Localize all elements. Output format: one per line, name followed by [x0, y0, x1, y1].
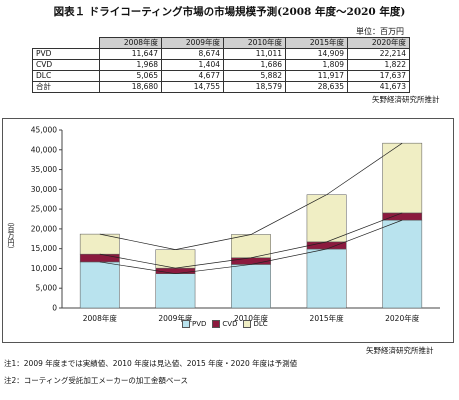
x-tick-label: 2015年度 — [310, 313, 345, 323]
unit-label: 単位：百万円 — [356, 27, 404, 36]
y-tick-label: 5,000 — [36, 284, 58, 293]
row-label: 合計 — [32, 81, 100, 93]
bar-dlc — [231, 234, 271, 259]
bar-pvd — [79, 261, 120, 309]
legend-item-dlc: DLC — [243, 320, 268, 328]
legend-label: CVD — [222, 320, 238, 328]
figure-title: 図表１ ドライコーティング市場の市場規模予測(2008 年度～2020 年度) — [53, 6, 406, 18]
legend-label: PVD — [192, 320, 207, 328]
table-cell: 41,673 — [347, 81, 410, 93]
bar-pvd — [155, 273, 196, 309]
source-note-bottom: 矢野経済研究所推計 — [366, 346, 434, 355]
y-tick-label: 25,000 — [31, 205, 57, 214]
y-tick-label: 0 — [52, 304, 57, 313]
y-tick-label: 20,000 — [31, 224, 57, 233]
bar-dlc — [382, 142, 423, 214]
series-line-pvd — [99, 219, 403, 275]
source-note-top: 矢野経済研究所推計 — [372, 95, 440, 104]
legend-swatch-dlc — [243, 320, 252, 328]
bar-pvd — [231, 264, 271, 309]
x-tick-label: 2009年度 — [158, 313, 193, 323]
series-line-dlc — [99, 142, 403, 250]
bar-pvd — [306, 248, 347, 309]
y-tick-label: 40,000 — [31, 145, 57, 154]
chart-legend: PVD CVD DLC — [182, 320, 268, 328]
chart-frame — [2, 118, 454, 343]
table-row: DLC 5,065 4,677 5,882 11,917 17,637 — [32, 70, 410, 82]
legend-label: DLC — [253, 320, 268, 328]
y-tick-label: 15,000 — [31, 244, 57, 253]
x-tick-label: 2008年度 — [83, 313, 118, 323]
legend-swatch-pvd — [182, 320, 190, 328]
legend-item-pvd: PVD — [182, 320, 206, 328]
y-tick-label: 45,000 — [31, 126, 57, 135]
bar-dlc — [306, 194, 347, 243]
x-tick-label: 2010年度 — [234, 313, 269, 323]
y-tick-label: 35,000 — [31, 165, 57, 174]
footnote-2: 注2：コーティング受託加工メーカーの加工金額ベース — [4, 376, 188, 385]
table-cell: 18,680 — [99, 81, 162, 93]
table-header-row: 2008年度 2009年度 2010年度 2015年度 2020年度 — [32, 37, 410, 49]
table-row: CVD 1,968 1,404 1,686 1,809 1,822 — [32, 59, 410, 71]
bar-cvd — [306, 241, 347, 250]
bar-cvd — [382, 212, 423, 221]
series-line-cvd — [99, 212, 403, 269]
y-axis-label: （百万円） — [7, 218, 15, 253]
bar-dlc — [79, 233, 120, 255]
bar-cvd — [79, 253, 120, 263]
legend-item-cvd: CVD — [212, 320, 237, 328]
footnote-1: 注1：2009 年度までは実績値、2010 年度は見込値、2015 年度・202… — [4, 359, 298, 368]
table-row: 合計 18,680 14,755 18,579 28,635 41,673 — [32, 81, 410, 93]
x-tick-label: 2020年度 — [385, 313, 420, 323]
bar-cvd — [155, 267, 196, 274]
bar-cvd — [231, 257, 271, 265]
y-tick-label: 30,000 — [31, 185, 57, 194]
legend-swatch-cvd — [212, 320, 221, 328]
y-tick-label: 10,000 — [31, 264, 57, 273]
bar-pvd — [382, 219, 423, 309]
table-row: PVD 11,647 8,674 11,011 14,909 22,214 — [32, 48, 410, 60]
data-table: 2008年度 2009年度 2010年度 2015年度 2020年度 PVD 1… — [32, 37, 410, 93]
